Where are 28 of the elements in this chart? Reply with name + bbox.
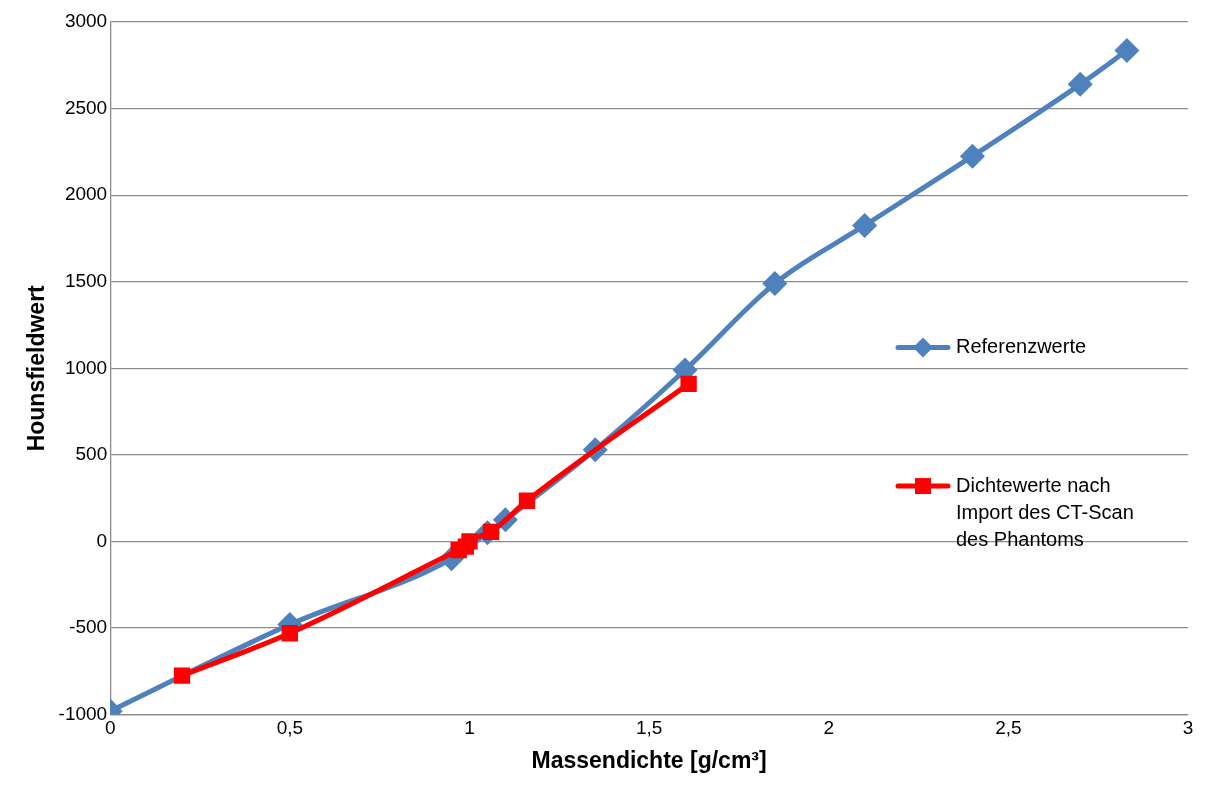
y-tick-label: 500 (75, 443, 108, 465)
y-tick-label: 0 (96, 529, 108, 551)
x-tick-label: 0,5 (276, 717, 304, 739)
point (518, 492, 536, 509)
x-tick-label: 1,5 (635, 717, 663, 739)
y-tick-label: 3000 (64, 10, 108, 32)
point (1115, 39, 1139, 63)
point (853, 213, 877, 237)
point (763, 271, 787, 295)
legend-label: Referenzwerte (956, 335, 1087, 358)
x-axis-title: Massendichte [g/cm³] (531, 746, 767, 773)
point (680, 375, 697, 393)
point (281, 625, 298, 642)
point (960, 144, 984, 168)
x-tick-label: 2 (823, 717, 835, 739)
point (1068, 72, 1092, 96)
y-tick-label: 2000 (64, 183, 108, 205)
point (461, 533, 478, 550)
y-axis-title: Hounsfieldwert (23, 284, 50, 452)
y-tick-label: 2500 (64, 96, 108, 118)
x-tick-label: 2,5 (995, 717, 1022, 739)
legend-label: Dichtewerte nach Import des CT-Scan des Phantoms (956, 473, 1134, 550)
x-tick-label: 1 (464, 717, 475, 739)
point (173, 667, 191, 684)
y-tick-label: -500 (69, 616, 108, 638)
y-tick-label: 1000 (64, 356, 108, 378)
y-tick-label: 1500 (64, 269, 108, 291)
x-tick-label: 3 (1182, 717, 1194, 739)
